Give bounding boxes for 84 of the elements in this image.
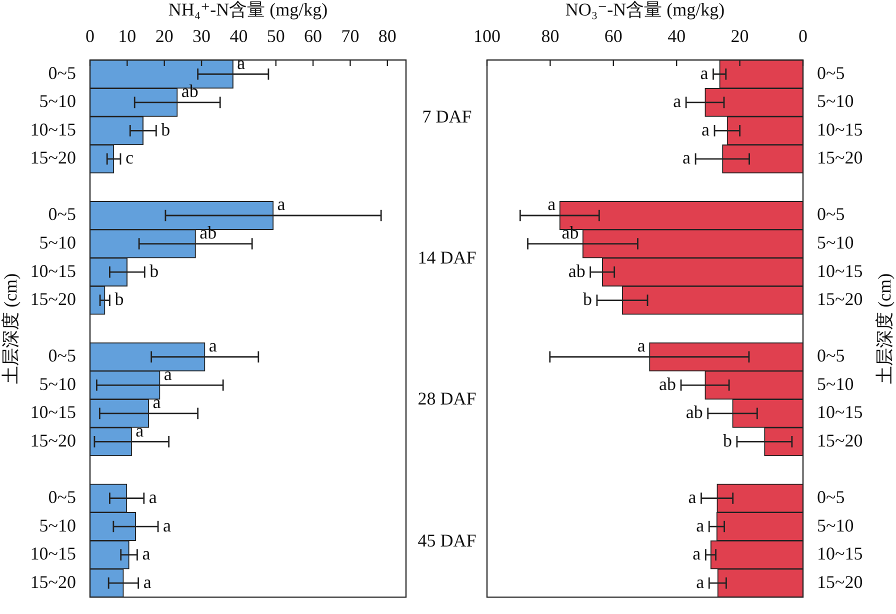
y-tick-label: 15~20 [817, 148, 863, 168]
data-label: b [722, 430, 732, 450]
data-label: a [208, 336, 217, 356]
x-tick-label: 20 [730, 26, 749, 46]
x-tick-label: 70 [341, 26, 360, 46]
y-tick-label: 15~20 [30, 430, 76, 450]
data-label: a [682, 148, 691, 168]
y-tick-label: 5~10 [39, 374, 76, 394]
data-label: a [692, 544, 701, 564]
x-tick-label: 100 [474, 26, 500, 46]
y-tick-label: 15~20 [30, 572, 76, 592]
y-tick-label: 10~15 [30, 260, 76, 281]
x-tick-label: 30 [192, 26, 211, 46]
x-tick-label: 80 [378, 26, 396, 46]
data-label: a [548, 194, 556, 214]
x-axis-title: NO₃⁻-N含量 (mg/kg) [565, 0, 725, 20]
x-tick-label: 60 [604, 26, 622, 46]
data-label: a [163, 515, 172, 536]
x-tick-label: 0 [798, 26, 808, 46]
data-label: a [637, 336, 646, 356]
y-tick-label: 0~5 [48, 486, 76, 507]
data-label: a [237, 52, 246, 73]
data-label: a [673, 91, 682, 112]
data-label: ab [686, 402, 703, 422]
data-label: a [143, 572, 152, 592]
y-tick-label: 0~5 [817, 62, 845, 83]
y-tick-label: 10~15 [817, 402, 863, 422]
x-tick-label: 10 [118, 26, 136, 46]
data-label: ab [659, 374, 676, 394]
y-tick-label: 5~10 [817, 374, 854, 394]
y-tick-label: 0~5 [817, 486, 845, 507]
y-tick-label: 10~15 [817, 544, 863, 564]
x-tick-label: 40 [230, 26, 248, 46]
y-tick-label: 0~5 [48, 346, 76, 366]
y-tick-label: 15~20 [817, 289, 863, 310]
text: 28 DAF [418, 388, 476, 410]
data-label: a [136, 420, 144, 440]
x-axis-title: NH₄⁺-N含量 (mg/kg) [168, 0, 328, 20]
data-label: a [152, 392, 161, 412]
y-tick-label: 10~15 [817, 119, 863, 140]
x-tick-label: 20 [155, 26, 174, 46]
data-label: a [148, 486, 157, 507]
y-tick-label: 15~20 [30, 148, 76, 168]
data-label: a [688, 486, 696, 507]
y-axis-title: 土层深度 (cm) [0, 273, 21, 384]
data-label: c [125, 148, 134, 168]
data-label: ab [568, 260, 586, 281]
y-tick-label: 5~10 [39, 91, 76, 112]
data-label: a [277, 194, 286, 214]
data-label: a [700, 62, 708, 83]
y-tick-label: 15~20 [817, 430, 863, 450]
y-tick-label: 10~15 [30, 119, 76, 140]
data-label: a [164, 364, 172, 384]
data-label: b [161, 119, 170, 140]
y-tick-label: 5~10 [39, 515, 76, 536]
data-label: a [696, 572, 704, 592]
data-label: b [582, 289, 592, 310]
y-tick-label: 5~10 [39, 232, 76, 253]
y-tick-label: 10~15 [817, 260, 863, 281]
x-tick-label: 0 [86, 26, 94, 46]
y-axis-title: 土层深度 (cm) [874, 273, 895, 384]
y-tick-label: 0~5 [817, 346, 845, 366]
y-tick-label: 5~10 [817, 232, 854, 253]
y-tick-label: 15~20 [817, 572, 863, 592]
data-label: a [142, 544, 150, 564]
x-tick-label: 50 [266, 26, 285, 46]
text: 7 DAF [422, 106, 472, 128]
y-tick-label: 15~20 [30, 289, 76, 310]
y-tick-label: 10~15 [30, 402, 76, 422]
y-tick-label: 0~5 [48, 62, 76, 83]
text: 14 DAF [418, 247, 476, 268]
x-tick-label: 60 [304, 26, 322, 46]
data-label: b [150, 260, 159, 281]
x-tick-label: 80 [541, 26, 560, 46]
y-tick-label: 5~10 [817, 515, 854, 536]
y-tick-label: 0~5 [817, 204, 845, 224]
y-tick-label: 10~15 [30, 544, 76, 564]
y-tick-label: 5~10 [817, 91, 854, 112]
data-label: a [696, 515, 704, 536]
y-tick-label: 0~5 [48, 204, 76, 224]
x-tick-label: 40 [668, 26, 686, 46]
text: 45 DAF [418, 530, 476, 552]
data-label: a [702, 119, 710, 140]
data-label: b [114, 289, 124, 310]
